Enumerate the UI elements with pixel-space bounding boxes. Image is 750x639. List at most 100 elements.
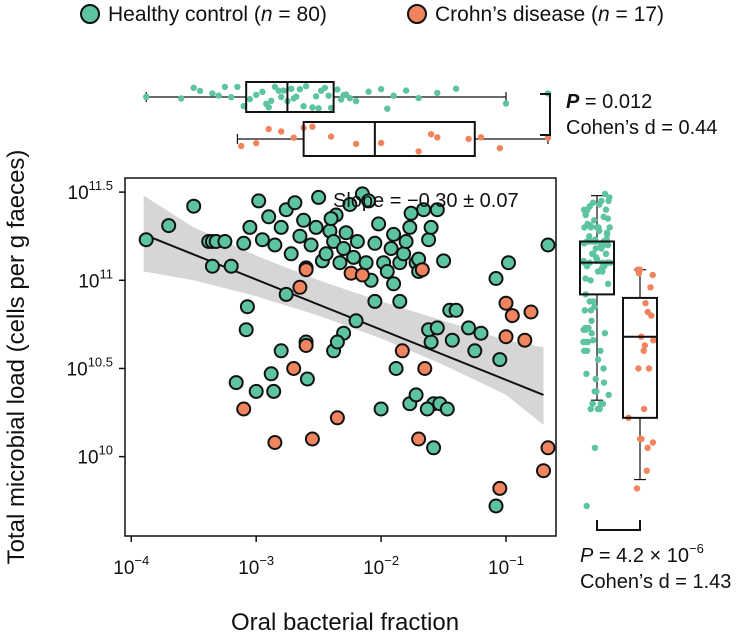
right-pvalue-symbol: P <box>580 545 594 567</box>
healthy-point <box>239 299 255 315</box>
marginal-point <box>606 224 613 231</box>
x-axis-label: Oral bacterial fraction <box>231 609 459 636</box>
marginal-point <box>317 87 325 94</box>
y-axis-label: Total microbial load (cells per g faeces… <box>3 150 30 565</box>
marginal-point <box>434 89 441 97</box>
marginal-point <box>234 83 241 91</box>
marginal-point <box>585 324 592 332</box>
healthy-point <box>439 401 455 417</box>
marginal-point <box>584 338 592 346</box>
healthy-point <box>429 202 445 218</box>
marginal-point <box>640 405 648 413</box>
crohns-point <box>267 435 283 450</box>
healthy-point <box>329 334 345 350</box>
marginal-point <box>650 337 657 344</box>
x-tick-exponent: −1 <box>509 553 524 568</box>
marginal-point <box>590 217 598 224</box>
marginal-point <box>580 338 587 346</box>
marginal-point <box>337 96 345 103</box>
healthy-point <box>217 234 233 249</box>
right-crohns-boxplot <box>622 266 658 492</box>
healthy-point <box>371 216 387 232</box>
healthy-point <box>473 325 489 341</box>
healthy-point <box>296 212 312 228</box>
marginal-point <box>586 233 593 240</box>
healthy-point <box>373 401 389 417</box>
marginal-point <box>602 250 610 257</box>
y-tick-label: 1010 <box>77 443 113 469</box>
y-tick-label: 1010.5 <box>67 354 113 380</box>
healthy-point <box>367 235 383 251</box>
x-tick-base: 10 <box>488 558 509 579</box>
healthy-point <box>323 211 339 227</box>
marginal-point <box>584 206 591 213</box>
top-pvalue-symbol: P <box>566 91 580 113</box>
marginal-point <box>178 95 185 102</box>
marginal-point <box>275 87 282 94</box>
crohns-point <box>492 480 508 496</box>
marginal-point <box>427 131 435 138</box>
legend-name: Healthy control ( <box>108 3 261 26</box>
healthy-point <box>383 241 399 256</box>
marginal-point <box>601 330 609 337</box>
top-healthy-boxplot <box>143 81 552 113</box>
x-tick-label: 10−1 <box>488 553 524 579</box>
marginal-point <box>592 375 599 383</box>
legend: Healthy control (n = 80) Crohn’s disease… <box>80 3 664 26</box>
plot-frame <box>124 177 557 537</box>
healthy-point <box>386 276 402 292</box>
healthy-point <box>429 320 445 336</box>
top-pvalue: P = 0.012 <box>566 91 652 113</box>
marginal-point <box>196 87 204 95</box>
marginal-point <box>293 93 300 100</box>
legend-crohns-marker <box>407 4 427 24</box>
confidence-band-layer <box>143 195 544 425</box>
healthy-point <box>488 498 504 514</box>
marginal-point <box>296 86 304 93</box>
healthy-point <box>273 219 289 235</box>
marginal-point <box>588 317 595 324</box>
healthy-point <box>266 383 282 399</box>
right-cohens-d: Cohen’s d = 1.43 <box>580 571 731 593</box>
y-tick-label: 1011 <box>78 266 113 292</box>
healthy-point <box>261 209 277 225</box>
healthy-point <box>318 246 334 262</box>
marginal-point <box>352 97 360 105</box>
marginal-point <box>215 92 222 99</box>
healthy-point <box>332 255 348 271</box>
marginal-point <box>280 87 287 94</box>
marginal-point <box>583 502 590 510</box>
healthy-point <box>467 343 483 359</box>
box <box>302 121 476 157</box>
marginal-point <box>600 365 607 372</box>
marginal-point <box>253 91 260 99</box>
healthy-point <box>326 234 342 249</box>
top-significance: P = 0.012 Cohen’s d = 0.44 <box>540 91 717 139</box>
top-marginal-boxplots <box>143 81 552 157</box>
marginal-point <box>599 268 606 275</box>
legend-healthy-marker <box>80 4 100 24</box>
legend-name: Crohn’s disease ( <box>435 3 598 26</box>
marginal-point <box>606 194 613 201</box>
marginal-point <box>268 97 275 105</box>
legend-n-value: = 80) <box>273 3 327 26</box>
y-tick-base: 10 <box>67 359 88 380</box>
marginal-point <box>644 444 651 451</box>
y-tick-exponent: 10.5 <box>88 354 113 369</box>
healthy-point <box>436 253 452 269</box>
marginal-point <box>604 280 612 287</box>
marginal-point <box>594 268 602 275</box>
box <box>622 296 658 419</box>
healthy-point <box>273 343 289 359</box>
marginal-point <box>603 231 611 238</box>
healthy-point <box>308 219 324 235</box>
healthy-point <box>251 193 267 209</box>
healthy-point <box>408 387 424 403</box>
crohns-point <box>354 267 370 283</box>
healthy-point <box>236 235 252 251</box>
crohns-point <box>286 361 302 376</box>
healthy-point <box>242 219 258 235</box>
marginal-point <box>588 330 595 337</box>
